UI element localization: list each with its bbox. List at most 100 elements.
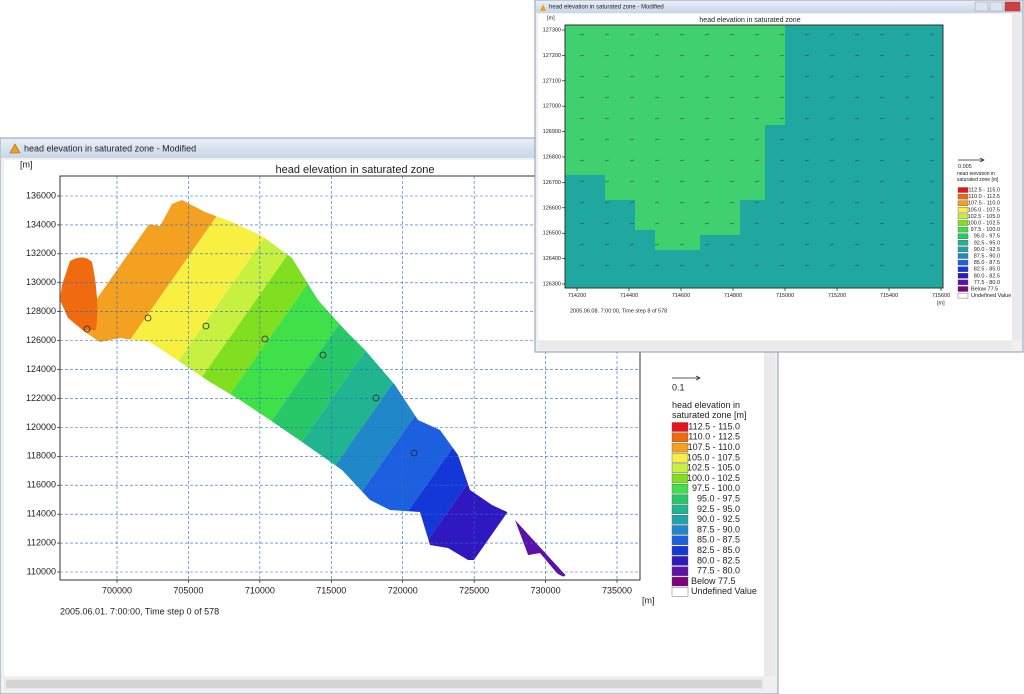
y-unit: [m]	[547, 15, 555, 21]
flow-arrow	[679, 159, 685, 162]
legend-swatch	[957, 246, 969, 253]
legend-label: 77.5 - 80.0	[697, 566, 740, 576]
flow-arrow	[904, 159, 910, 162]
legend-title-box: head elevation in saturated zone [m]	[672, 400, 747, 420]
flow-arrow	[829, 54, 835, 57]
x-tick-label: 715400	[880, 293, 898, 299]
x-tick-label: 715000	[776, 293, 794, 299]
minimize-button[interactable]	[974, 1, 989, 12]
y-tick-label: 130000	[26, 277, 56, 287]
legend-swatch	[957, 233, 969, 239]
flow-arrow	[829, 117, 835, 120]
front-window: head elevation in saturated zone - Modif…	[534, 0, 1024, 353]
legend-label: 112.5 - 115.0	[688, 421, 740, 431]
flow-arrow	[829, 75, 835, 78]
flow-arrow	[904, 201, 910, 204]
flow-arrow	[729, 180, 735, 183]
flow-arrow	[829, 138, 835, 141]
legend-swatch	[671, 587, 689, 597]
flow-arrow	[754, 159, 760, 162]
legend-label: 87.5 - 90.0	[974, 253, 1000, 259]
legend-title-box: head elevation in saturated zone [m]	[957, 172, 998, 183]
flow-arrow	[579, 180, 585, 183]
flow-arrow	[904, 33, 910, 36]
observation-well	[83, 325, 91, 333]
legend-label: 82.5 - 85.0	[697, 545, 740, 555]
flow-arrow	[604, 75, 610, 78]
x-tick-label: 714600	[672, 293, 690, 299]
flow-arrow	[854, 264, 860, 267]
legend-label: 102.5 - 105.0	[968, 214, 1000, 220]
legend-swatch	[957, 266, 969, 272]
x-tick-label: 725000	[459, 585, 489, 595]
flow-arrow	[929, 117, 935, 120]
flow-arrow	[729, 75, 735, 78]
flow-arrow	[629, 138, 635, 141]
legend-swatch	[671, 432, 689, 442]
legend-label: 77.5 - 80.0	[974, 280, 1000, 286]
flow-arrow	[704, 201, 710, 204]
flow-arrow	[929, 222, 935, 225]
flow-arrow	[754, 75, 760, 78]
chart-title: head elevation in saturated zone	[275, 164, 434, 176]
flow-arrow	[604, 54, 610, 57]
flow-arrow	[904, 264, 910, 267]
flow-arrow	[704, 54, 710, 57]
x-tick-label: 714200	[568, 293, 586, 299]
observation-well	[319, 351, 327, 359]
flow-arrow	[854, 138, 860, 141]
flow-arrow	[854, 159, 860, 162]
flow-arrow	[879, 33, 885, 36]
flow-arrow	[779, 54, 785, 57]
y-tick-label: 122000	[26, 393, 56, 403]
flow-arrow	[729, 138, 735, 141]
legend-label: 90.0 - 92.5	[697, 514, 740, 524]
contour-band	[515, 520, 566, 578]
flow-arrow	[629, 159, 635, 162]
flow-arrow	[779, 33, 785, 36]
flow-arrow	[629, 54, 635, 57]
vector-scale: 0.1	[672, 382, 685, 392]
flow-arrow	[829, 222, 835, 225]
legend-label: 102.5 - 105.0	[687, 463, 740, 473]
flow-arrow	[804, 180, 810, 183]
flow-arrow	[704, 117, 710, 120]
v-scrollbar[interactable]	[1012, 14, 1021, 340]
x-tick-label: 710000	[245, 585, 275, 595]
flow-arrow	[754, 54, 760, 57]
flow-arrow	[879, 264, 885, 267]
legend-swatch	[957, 207, 969, 213]
flow-arrow	[879, 201, 885, 204]
y-tick-label: 110000	[27, 566, 56, 576]
flow-arrow	[754, 264, 760, 267]
y-unit: [m]	[20, 159, 33, 169]
flow-arrow	[604, 222, 610, 225]
flow-arrow	[654, 138, 660, 141]
flow-arrow	[579, 222, 585, 225]
contour-band	[565, 25, 785, 250]
y-tick-label: 126600	[543, 205, 561, 211]
flow-arrow	[879, 243, 885, 246]
flow-arrow	[579, 138, 585, 141]
close-button[interactable]	[1004, 1, 1021, 12]
y-tick-label: 126900	[543, 129, 561, 135]
flow-arrow	[604, 201, 610, 204]
flow-arrow	[729, 117, 735, 120]
flow-arrow	[704, 33, 710, 36]
legend-label: 97.5 - 100.0	[692, 483, 740, 493]
flow-arrow	[654, 222, 660, 225]
flow-arrow	[879, 159, 885, 162]
flow-arrow	[629, 33, 635, 36]
legend-swatch	[957, 220, 969, 226]
scroll-thumb[interactable]	[6, 680, 762, 688]
flow-arrow	[779, 96, 785, 99]
flow-arrow	[754, 96, 760, 99]
maximize-button[interactable]	[989, 1, 1004, 12]
flow-arrow	[654, 75, 660, 78]
h-scrollbar[interactable]	[538, 341, 1012, 350]
v-scrollbar[interactable]	[764, 160, 775, 676]
y-tick-label: 127100	[543, 78, 561, 84]
legend-label: 80.0 - 82.5	[697, 555, 740, 565]
y-tick-label: 118000	[27, 451, 56, 461]
